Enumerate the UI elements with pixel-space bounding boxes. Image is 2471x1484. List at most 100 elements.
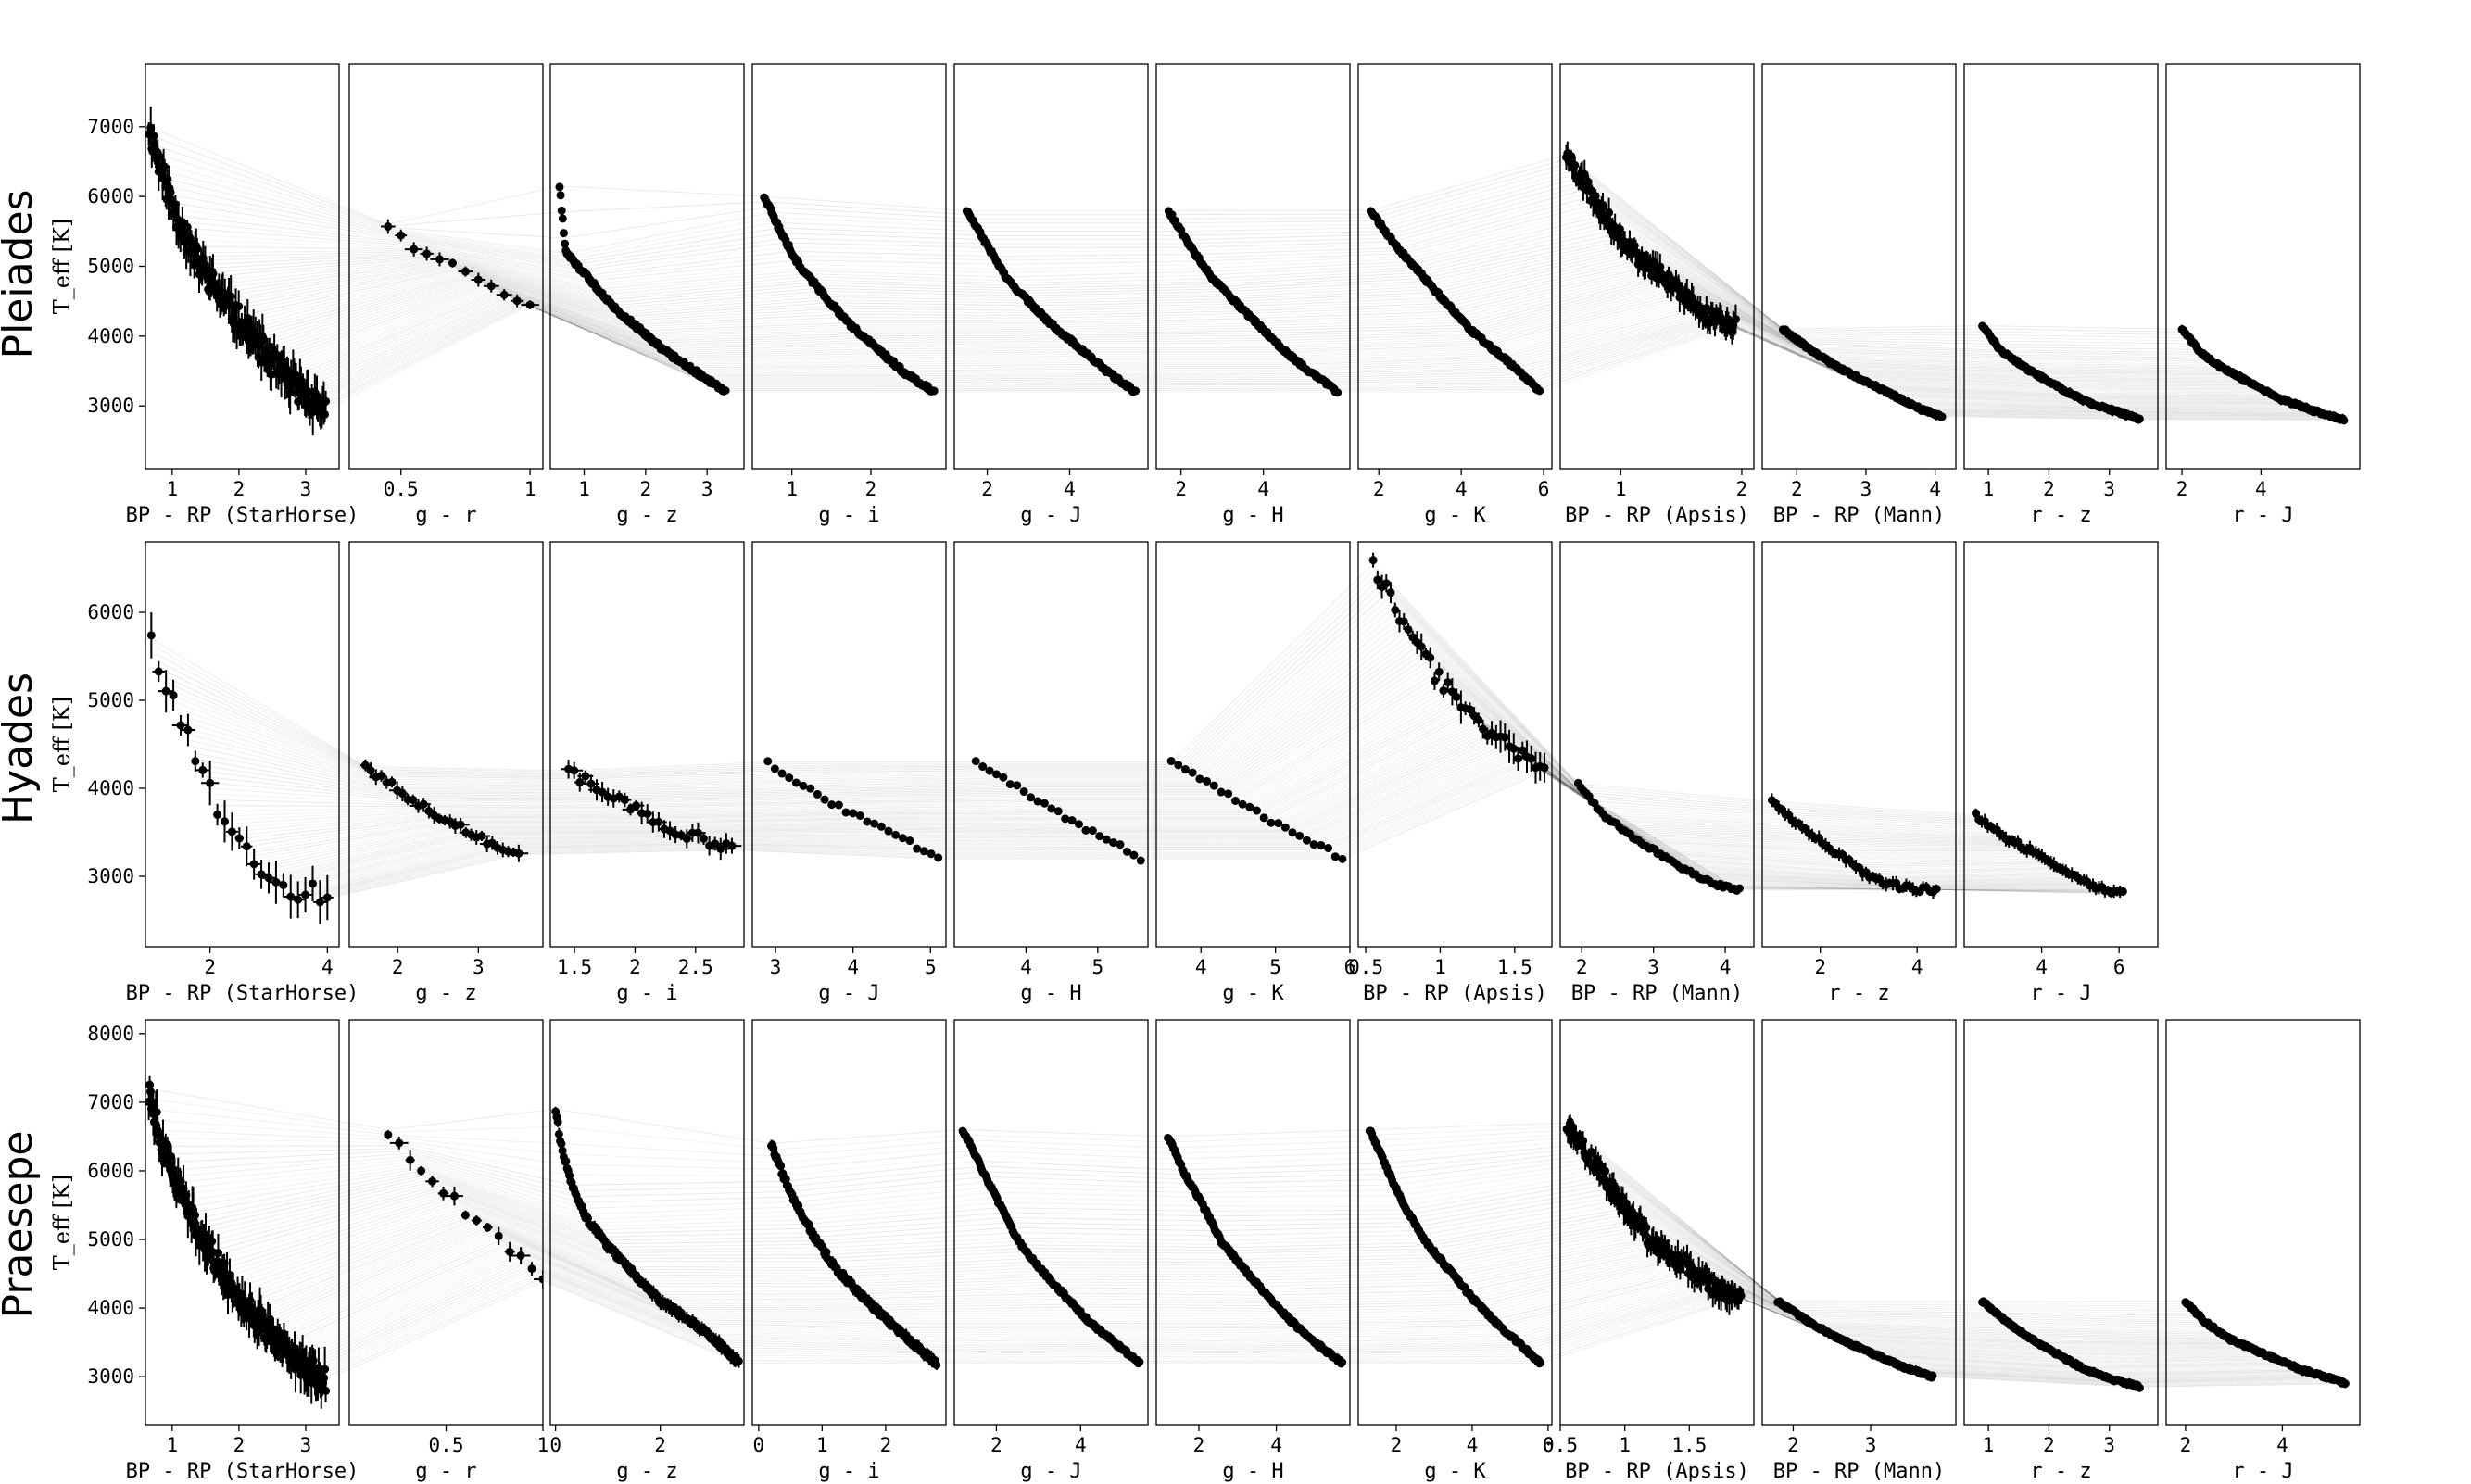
- data-point: [264, 874, 273, 883]
- data-point: [791, 778, 801, 787]
- star-track: [183, 623, 2004, 838]
- data-point: [258, 334, 268, 344]
- star-track: [171, 600, 1994, 829]
- plot-area: [1778, 325, 1947, 421]
- data-point: [1230, 796, 1240, 805]
- star-track: [212, 669, 2027, 849]
- star-track: [291, 748, 2094, 891]
- x-axis-label: BP - RP (StarHorse): [126, 504, 359, 527]
- data-point: [561, 1157, 571, 1166]
- panel-pleiades-4: 1 2 g - i: [751, 63, 947, 527]
- data-point: [221, 817, 229, 826]
- panel-frame: [145, 1019, 340, 1426]
- data-point: [1195, 774, 1204, 784]
- data-point: [1518, 746, 1527, 755]
- data-point: [1373, 575, 1382, 585]
- x-tick-label: 2: [233, 1434, 246, 1456]
- data-point: [770, 764, 779, 773]
- panel-frame: [549, 1019, 745, 1426]
- data-point: [971, 757, 980, 766]
- data-point: [776, 1162, 786, 1171]
- star-track: [151, 563, 1976, 815]
- plot-area: [1562, 141, 1740, 345]
- panel-pleiades-2: 0.5 1 g - r: [348, 63, 544, 527]
- plot-area: [561, 759, 742, 861]
- x-tick-label: 2.5: [678, 956, 713, 978]
- y-tick-label: 4000: [87, 777, 134, 799]
- star-track: [317, 764, 2115, 898]
- x-axis-label: g - K: [1222, 982, 1284, 1005]
- data-point: [1324, 844, 1333, 853]
- data-point: [1580, 170, 1589, 179]
- tracks-praesepe: [148, 1088, 2346, 1388]
- plot-area: [1368, 552, 1549, 784]
- panel-frame: [1963, 541, 2159, 948]
- y-tick-label: 7000: [87, 1091, 134, 1113]
- panel-praesepe-1: 1 2 3 BP - RP (StarHorse) 3000 4000 5000 6000 70…: [49, 1019, 359, 1483]
- x-tick-label: 4: [1929, 478, 1941, 500]
- plot-area: [1365, 1126, 1545, 1368]
- data-point: [693, 828, 702, 837]
- data-point: [152, 1108, 161, 1117]
- data-point: [898, 834, 907, 843]
- data-point: [1404, 625, 1413, 635]
- data-point: [448, 258, 457, 268]
- data-point: [1245, 802, 1254, 811]
- data-point: [193, 245, 202, 254]
- data-point: [804, 1219, 813, 1228]
- y-tick-label: 3000: [87, 865, 134, 887]
- data-point: [1267, 818, 1276, 827]
- data-point: [1131, 386, 1141, 396]
- data-point: [1274, 819, 1283, 828]
- x-tick-label: 4: [1720, 956, 1732, 978]
- star-track: [321, 767, 2119, 899]
- data-point: [813, 789, 822, 799]
- data-point: [1399, 617, 1408, 626]
- star-track: [186, 629, 2006, 839]
- data-point: [620, 796, 629, 805]
- data-point: [315, 898, 324, 907]
- data-point: [1166, 757, 1176, 766]
- row-pleiades: 1 2 3 BP - RP (StarHorse) 3000 4000 5000 6000 70…: [49, 63, 2361, 527]
- panel-hyades-10: 4 6 r - J: [1963, 541, 2159, 1005]
- x-tick-label: 4: [2036, 956, 2048, 978]
- data-point: [213, 810, 222, 819]
- x-tick-label: 6: [1538, 478, 1550, 500]
- data-point: [1203, 776, 1212, 786]
- data-point: [1500, 733, 1509, 742]
- data-point: [1535, 386, 1544, 396]
- x-tick-label: 4: [1075, 1434, 1087, 1456]
- data-point: [1033, 797, 1042, 806]
- data-point: [198, 765, 208, 774]
- panel-praesepe-7: 2 4 6g - K: [1357, 1019, 1554, 1483]
- data-point: [169, 691, 178, 700]
- y-tick-label: 8000: [87, 1023, 134, 1045]
- data-point: [160, 162, 170, 171]
- data-point: [557, 1139, 566, 1149]
- x-tick-label: 4: [1270, 1434, 1282, 1456]
- star-track: [215, 672, 2030, 850]
- plot-area: [555, 182, 730, 396]
- panel-frame: [1357, 541, 1553, 948]
- x-axis-label: BP - RP (StarHorse): [126, 982, 359, 1005]
- star-track: [307, 758, 2107, 896]
- panel-frame: [348, 541, 544, 948]
- plot-area: [958, 1126, 1144, 1368]
- x-axis-label: r - z: [1828, 982, 1889, 1005]
- row-hyades: 2 4 BP - RP (StarHorse) 3000 4000 5000 6000 T_e…: [49, 541, 2159, 1005]
- data-point: [472, 1216, 481, 1226]
- x-tick-label: 2: [1193, 1434, 1205, 1456]
- panel-hyades-2: 2 3 g - z: [348, 541, 544, 1005]
- data-point: [870, 819, 879, 828]
- x-tick-label: 0.5: [384, 478, 419, 500]
- data-point: [242, 842, 251, 851]
- data-point: [473, 275, 483, 284]
- star-track: [227, 689, 2040, 859]
- data-point: [1509, 744, 1519, 753]
- data-point: [149, 132, 158, 141]
- data-point: [581, 772, 590, 781]
- panel-frame: [1559, 541, 1755, 948]
- data-point: [1102, 835, 1111, 844]
- star-track: [202, 653, 2019, 845]
- data-point: [1095, 832, 1104, 841]
